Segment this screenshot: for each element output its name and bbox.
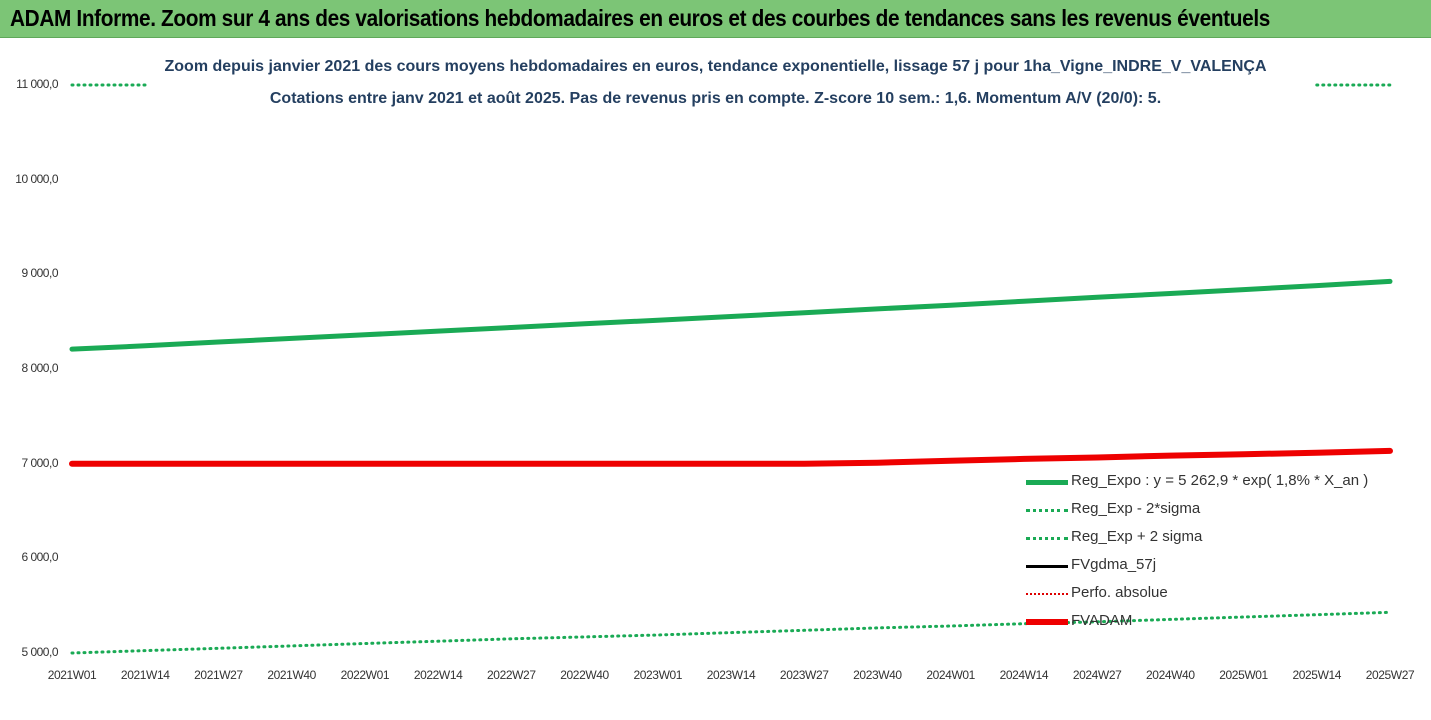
legend-label: FVADAM bbox=[1071, 612, 1133, 629]
x-tick-label: 2022W27 bbox=[487, 668, 536, 682]
legend-label: Perfo. absolue bbox=[1071, 584, 1168, 601]
x-tick-label: 2023W14 bbox=[706, 668, 756, 682]
series-line-1 bbox=[70, 610, 1392, 655]
legend-label: FVgdma_57j bbox=[1071, 556, 1157, 573]
y-tick-label: 8 000,0 bbox=[21, 361, 58, 375]
legend-item: Reg_Exp - 2*sigma bbox=[1026, 496, 1386, 524]
legend-swatch bbox=[1026, 564, 1068, 568]
legend: Reg_Expo : y = 5 262,9 * exp( 1,8% * X_a… bbox=[1026, 468, 1386, 636]
legend-swatch bbox=[1026, 619, 1068, 625]
x-tick-label: 2025W14 bbox=[1292, 668, 1342, 682]
x-tick-label: 2025W01 bbox=[1219, 668, 1268, 682]
legend-item: Reg_Exp + 2 sigma bbox=[1026, 524, 1386, 552]
x-tick-label: 2022W01 bbox=[340, 668, 390, 682]
y-tick-label: 9 000,0 bbox=[21, 266, 58, 281]
x-tick-label: 2021W01 bbox=[47, 668, 97, 682]
x-tick-label: 2024W40 bbox=[1146, 668, 1195, 682]
x-tick-label: 2024W27 bbox=[1072, 668, 1122, 682]
legend-item: Reg_Expo : y = 5 262,9 * exp( 1,8% * X_a… bbox=[1026, 468, 1386, 496]
report-banner: ADAM Informe. Zoom sur 4 ans des valoris… bbox=[0, 0, 1431, 38]
y-tick-label: 11 000,0 bbox=[16, 77, 58, 91]
x-tick-label: 2024W14 bbox=[999, 668, 1049, 682]
x-tick-label: 2025W27 bbox=[1365, 668, 1415, 682]
x-tick-label: 2024W01 bbox=[926, 668, 975, 682]
x-tick-label: 2023W27 bbox=[779, 668, 829, 682]
legend-swatch bbox=[1026, 593, 1068, 595]
x-tick-label: 2021W40 bbox=[267, 668, 316, 682]
x-tick-label: 2023W01 bbox=[633, 668, 683, 682]
legend-swatch bbox=[1026, 536, 1068, 540]
x-tick-label: 2022W14 bbox=[413, 668, 463, 682]
legend-item: Perfo. absolue bbox=[1026, 580, 1386, 608]
legend-label: Reg_Exp - 2*sigma bbox=[1071, 500, 1201, 517]
y-tick-label: 5 000,0 bbox=[21, 645, 58, 659]
chart-subtitle: Cotations entre janv 2021 et août 2025. … bbox=[269, 90, 1162, 107]
series-line-0 bbox=[69, 278, 1393, 352]
legend-label: Reg_Exp + 2 sigma bbox=[1071, 528, 1203, 545]
legend-swatch bbox=[1026, 508, 1068, 512]
chart-title: Zoom depuis janvier 2021 des cours moyen… bbox=[164, 58, 1267, 75]
x-tick-label: 2021W14 bbox=[120, 668, 170, 682]
legend-item: FVADAM bbox=[1026, 608, 1386, 636]
y-tick-label: 7 000,0 bbox=[21, 455, 58, 470]
x-tick-label: 2023W40 bbox=[853, 668, 902, 682]
series-line-5 bbox=[69, 447, 1393, 467]
legend-item: FVgdma_57j bbox=[1026, 552, 1386, 580]
x-tick-label: 2022W40 bbox=[560, 668, 609, 682]
y-tick-label: 10 000,0 bbox=[15, 171, 58, 186]
x-tick-label: 2021W27 bbox=[194, 668, 243, 682]
report-title: ADAM Informe. Zoom sur 4 ans des valoris… bbox=[10, 5, 1270, 31]
legend-swatch bbox=[1026, 479, 1068, 485]
y-tick-label: 6 000,0 bbox=[21, 550, 58, 565]
legend-label: Reg_Expo : y = 5 262,9 * exp( 1,8% * X_a… bbox=[1071, 472, 1369, 489]
